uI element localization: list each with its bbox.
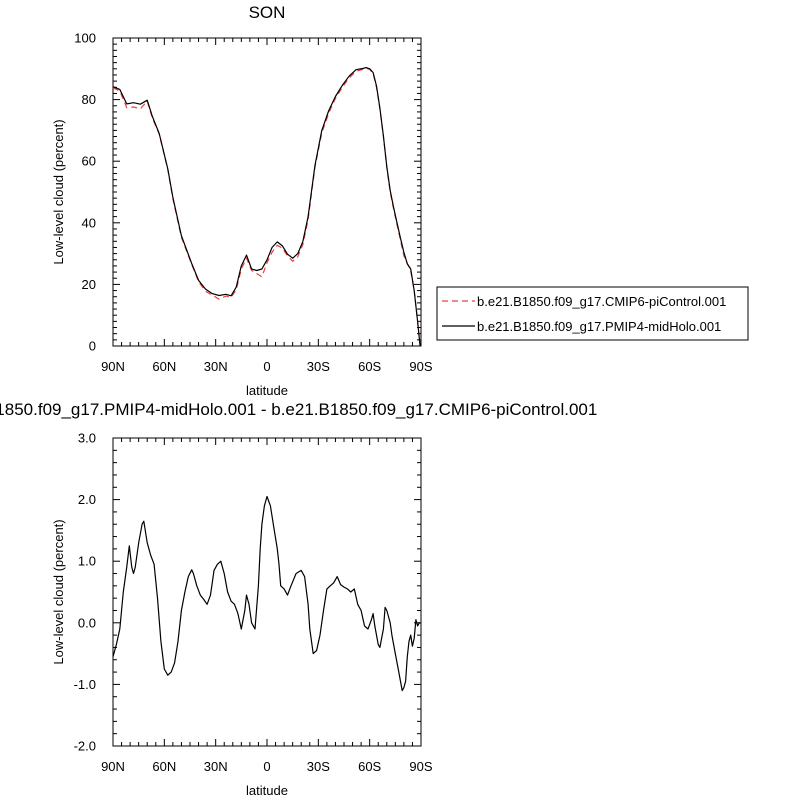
legend-label-0: b.e21.B1850.f09_g17.CMIP6-piControl.001 xyxy=(477,294,726,309)
bottom-panel: -2.0 -1.0 0.0 1.0 2.0 3.0 90N 60N 30N 0 30S 60S 90S b… xyxy=(0,400,597,798)
y-tick-label: 60 xyxy=(82,154,96,169)
y-tick-label: 0 xyxy=(89,339,96,354)
y-tick-label: 2.0 xyxy=(78,492,96,507)
plot-frame xyxy=(112,437,422,747)
y-tick-label: 3.0 xyxy=(78,431,96,446)
x-tick-label: 60N xyxy=(152,359,176,374)
y-tick-label: 0.0 xyxy=(78,615,96,630)
x-tick-label: 90S xyxy=(409,759,432,774)
legend-label-1: b.e21.B1850.f09_g17.PMIP4-midHolo.001 xyxy=(477,319,721,334)
top-panel: 0 20 40 60 80 100 90N 60N 30N 0 30S 60S 90S SON latitu… xyxy=(51,3,433,398)
legend: b.e21.B1850.f09_g17.CMIP6-piControl.001b… xyxy=(436,286,749,341)
y-tick-label: 20 xyxy=(82,277,96,292)
x-tick-label: 60S xyxy=(358,359,381,374)
x-tick-label: 60N xyxy=(152,759,176,774)
y-tick-label: -2.0 xyxy=(74,739,96,754)
x-tick-label: 90N xyxy=(101,759,125,774)
x-tick-label: 30N xyxy=(204,759,228,774)
x-tick-label: 90N xyxy=(101,359,125,374)
x-tick-label: 0 xyxy=(263,759,270,774)
y-axis-label: Low-level cloud (percent) xyxy=(51,119,66,264)
plot-frame xyxy=(112,37,422,347)
x-axis-label: latitude xyxy=(246,783,288,798)
chart-title: SON xyxy=(249,3,286,22)
y-tick-label: 1.0 xyxy=(78,554,96,569)
x-tick-label: 30N xyxy=(204,359,228,374)
y-axis-label: Low-level cloud (percent) xyxy=(51,519,66,664)
x-tick-label: 60S xyxy=(358,759,381,774)
x-tick-label: 90S xyxy=(409,359,432,374)
legend-box xyxy=(436,286,749,341)
x-tick-label: 0 xyxy=(263,359,270,374)
chart-title: b.e21.B1850.f09_g17.PMIP4-midHolo.001 - … xyxy=(0,400,597,419)
x-tick-label: 30S xyxy=(307,359,330,374)
x-tick-label: 30S xyxy=(307,759,330,774)
y-tick-label: 40 xyxy=(82,215,96,230)
series-line-0 xyxy=(112,495,421,692)
y-tick-label: 80 xyxy=(82,92,96,107)
y-tick-label: 100 xyxy=(74,31,96,46)
series-line-0 xyxy=(112,67,421,347)
y-tick-label: -1.0 xyxy=(74,677,96,692)
x-axis-label: latitude xyxy=(246,383,288,398)
series-line-1 xyxy=(112,66,421,347)
